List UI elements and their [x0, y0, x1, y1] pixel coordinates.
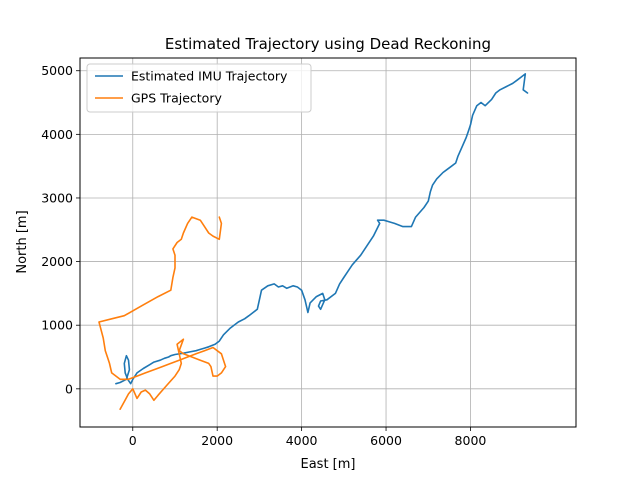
plot-background: [80, 58, 576, 427]
y-tick-label: 0: [65, 381, 73, 396]
legend-box: [86, 63, 312, 113]
y-tick-label: 3000: [41, 190, 73, 205]
legend-entries: Estimated IMU Trajectory GPS Trajectory: [95, 69, 288, 106]
legend-label-gps-trajectory: GPS Trajectory: [131, 91, 222, 106]
y-tick-label: 1000: [41, 318, 73, 333]
gps-trajectory-line: [98, 216, 227, 411]
series-layer: [98, 73, 529, 411]
x-tick-label: 0: [129, 433, 137, 448]
legend-label-estimated-imu-trajectory: Estimated IMU Trajectory: [131, 69, 288, 84]
y-tick-label: 4000: [41, 127, 73, 142]
plot-area: [79, 57, 577, 428]
legend: Estimated IMU Trajectory GPS Trajectory: [86, 63, 312, 113]
estimated-imu-trajectory-line: [115, 73, 529, 385]
x-axis-label: East [m]: [301, 457, 356, 472]
x-tick-label: 4000: [286, 433, 318, 448]
y-tick-label: 5000: [41, 63, 73, 78]
x-tick-label: 6000: [370, 433, 402, 448]
chart-title: Estimated Trajectory using Dead Reckonin…: [165, 35, 491, 53]
y-tick-label: 2000: [41, 254, 73, 269]
plot-frame: [79, 57, 577, 428]
x-axis-ticks: 0 2000 4000 6000 8000: [129, 427, 487, 448]
x-tick-label: 8000: [455, 433, 487, 448]
x-tick-label: 2000: [201, 433, 233, 448]
y-axis-ticks: 0 1000 2000 3000 4000 5000: [41, 63, 80, 396]
y-axis-label: North [m]: [15, 210, 30, 273]
grid-layer: [80, 58, 576, 427]
